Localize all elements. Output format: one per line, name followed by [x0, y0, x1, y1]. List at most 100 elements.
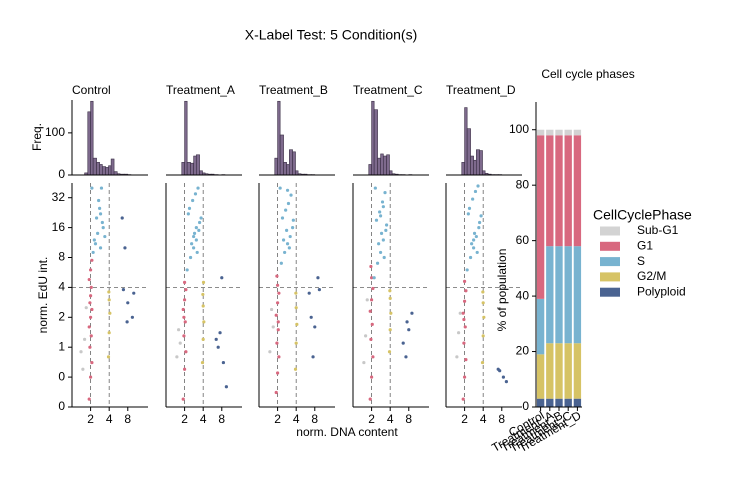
point — [121, 288, 126, 292]
hist-bar — [295, 170, 299, 176]
bar-segment — [546, 398, 554, 407]
point — [279, 261, 283, 265]
point — [375, 261, 380, 265]
point — [274, 390, 278, 395]
hist-bar — [96, 162, 100, 176]
point — [187, 206, 192, 210]
point — [87, 325, 91, 329]
point — [311, 355, 315, 359]
point — [294, 306, 298, 310]
point — [286, 201, 291, 206]
point — [316, 276, 320, 280]
point — [201, 292, 205, 297]
point — [130, 315, 134, 319]
y-tick-label: 80 — [516, 177, 530, 191]
point — [221, 360, 226, 365]
bar-segment — [555, 398, 563, 407]
point — [280, 216, 285, 220]
point — [475, 250, 479, 255]
point — [275, 341, 279, 345]
y-tick-label: 20 — [516, 344, 530, 358]
hist-bar — [368, 164, 372, 176]
bar-segment — [564, 398, 572, 407]
point — [472, 238, 476, 242]
point — [196, 186, 200, 190]
point — [462, 299, 467, 303]
point — [275, 371, 280, 375]
legend-swatch — [600, 287, 620, 297]
y-tick-label: 4 — [58, 280, 65, 294]
point — [369, 298, 374, 302]
point — [465, 268, 469, 272]
bar-segment — [546, 343, 554, 399]
y-tick-label: 100 — [45, 125, 65, 139]
point — [87, 277, 91, 282]
point — [277, 355, 281, 359]
point — [195, 250, 199, 255]
point — [278, 186, 282, 190]
point — [382, 255, 386, 260]
point — [83, 337, 87, 341]
point — [276, 320, 280, 324]
x-tick-label: 4 — [200, 412, 207, 426]
point — [371, 286, 375, 291]
hist-bar — [286, 164, 290, 176]
point — [194, 226, 198, 230]
point — [362, 360, 366, 365]
hist-bar — [90, 100, 94, 176]
hist-bar — [386, 154, 390, 176]
point — [481, 290, 485, 294]
bar-segment — [536, 354, 545, 399]
legend-label: Polyploid — [637, 284, 686, 298]
point — [284, 208, 288, 212]
point — [88, 375, 93, 379]
point — [381, 238, 385, 242]
hist-bar — [193, 155, 197, 176]
point — [383, 191, 387, 195]
hist-bar — [292, 151, 296, 176]
point — [182, 280, 187, 284]
point — [98, 212, 103, 216]
x-tick-label: 2 — [181, 412, 188, 426]
point — [106, 355, 111, 359]
point — [368, 309, 372, 313]
panel-title: Treatment_D — [446, 83, 516, 97]
hist-bar — [283, 162, 287, 176]
bar-segment — [573, 135, 582, 247]
bar-segment — [546, 129, 554, 136]
x-tick-label: 2 — [368, 412, 375, 426]
point — [378, 210, 382, 214]
point — [377, 242, 381, 246]
legend-swatch — [600, 272, 620, 282]
point — [79, 350, 83, 354]
point — [313, 325, 317, 329]
bar-segment — [536, 129, 545, 136]
point — [464, 358, 468, 362]
point — [108, 311, 112, 315]
point — [404, 355, 408, 359]
point — [99, 186, 104, 190]
point — [481, 334, 485, 338]
point — [123, 246, 127, 250]
point — [457, 331, 461, 335]
point — [385, 223, 389, 227]
point — [472, 231, 477, 235]
point — [103, 234, 107, 239]
point — [388, 289, 392, 293]
y-tick-label: 2 — [58, 309, 65, 323]
point — [100, 220, 104, 225]
point — [182, 334, 186, 338]
legend-swatch — [600, 226, 620, 236]
point — [293, 367, 298, 371]
point — [107, 331, 111, 335]
point — [214, 337, 218, 341]
point — [365, 298, 369, 302]
y-tick-label: 32 — [52, 190, 66, 204]
x-tick-label: 8 — [405, 412, 412, 426]
point — [190, 242, 194, 246]
point — [373, 186, 377, 190]
hist-bar — [476, 149, 480, 176]
hist-bar — [102, 166, 106, 176]
point — [94, 216, 99, 220]
point — [410, 311, 414, 315]
